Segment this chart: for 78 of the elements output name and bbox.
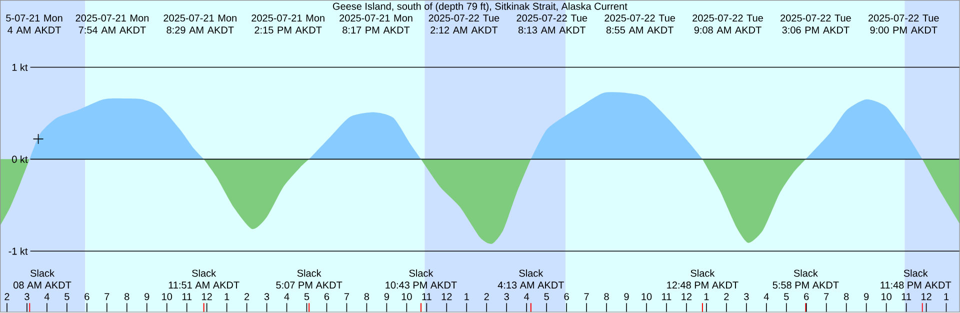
x-tick-label: 10 [882,293,892,300]
annotation: 2025-07-21 Mon 8:17 PM AKDT [340,14,412,34]
x-tick-label: 12 [442,293,452,300]
x-tick-label: 8 [604,293,609,300]
y-tick-label: 1 kt [12,64,28,72]
annotation: Slack [904,270,928,277]
x-tick-label: 7 [104,293,110,300]
annotation: 4:13 AM AKDT [498,282,564,289]
x-tick-label: 6 [324,293,330,300]
annotation: Slack [409,270,434,277]
x-tick-label: 12 [682,293,692,300]
annotation: 08 AM AKDT [14,282,72,289]
x-tick-label: 9 [624,293,629,300]
annotation: 2025-07-21 Mon 7:54 AM AKDT [76,14,149,34]
x-tick-label: 3 [24,293,30,300]
annotation: Slack [297,270,322,277]
x-tick-label: 10 [402,293,412,300]
x-tick-label: 7 [584,293,589,300]
x-tick-label: 6 [84,293,90,300]
annotation: 12:48 PM AKDT [667,282,738,289]
annotation: 2025-07-22 Tue 9:00 PM AKDT [868,14,939,34]
x-tick-label: 4 [284,293,290,300]
annotation: 2025-07-21 Mon 2:15 PM AKDT [252,14,324,34]
x-tick-label: 11 [662,293,672,300]
x-tick-label: 10 [162,293,172,300]
x-tick-label: 8 [364,293,370,300]
x-tick-label: 3 [264,293,270,300]
annotation: 11:48 PM AKDT [880,282,952,289]
x-tick-label: 6 [564,293,569,300]
annotation: 2025-07-22 Tue 2:12 AM AKDT [428,14,500,34]
x-tick-label: 8 [124,293,130,300]
x-tick-label: 5 [304,293,310,300]
x-tick-label: 2 [244,293,250,300]
x-tick-label: 1 [464,293,469,300]
annotation: 10:43 PM AKDT [386,282,457,289]
annotation: Slack [519,270,544,277]
x-tick-label: 4 [44,293,50,300]
annotation: Slack [794,270,818,277]
x-tick-label: 2 [484,293,489,300]
annotation: 5:58 PM AKDT [772,282,839,289]
x-tick-label: 11 [902,293,912,300]
x-tick-label: 1 [704,293,709,300]
x-tick-label: 6 [804,293,809,300]
y-tick-label: -1 kt [8,248,28,255]
x-tick-label: 9 [384,293,390,300]
chart-title: Geese Island, south of (depth 79 ft), Sitkinak Strait, Alaska Current [332,2,628,12]
x-tick-label: 1 [224,293,230,300]
x-tick-label: 5 [64,293,70,300]
annotation: 2025-07-22 Tue 9:08 AM AKDT [692,14,763,34]
annotation: Slack [690,270,715,277]
x-tick-label: 9 [864,293,869,300]
x-tick-label: 3 [744,293,749,300]
x-tick-label: 7 [344,293,350,300]
annotation: Slack [30,270,55,277]
x-tick-label: 5 [544,293,549,300]
x-tick-label: 11 [422,293,432,300]
x-tick-label: 11 [182,293,192,300]
x-tick-label: 7 [824,293,829,300]
x-tick-label: 4 [524,293,530,300]
x-tick-label: 4 [764,293,769,300]
annotation: 2025-07-22 Tue 3:06 PM AKDT [780,14,851,34]
x-tick-label: 8 [844,293,849,300]
x-tick-label: 10 [642,293,652,300]
x-tick-label: 3 [504,293,509,300]
x-tick-label: 2 [4,293,10,300]
x-tick-label: 1 [944,293,949,300]
annotation: 11:51 AM AKDT [168,282,240,289]
annotation: 2025-07-22 Tue 8:13 AM AKDT [516,14,588,34]
annotation: 5-07-21 Mon 4 AM AKDT [6,14,62,34]
annotation: Slack [192,270,216,277]
x-tick-label: 12 [922,293,932,300]
x-tick-label: 2 [724,293,729,300]
x-tick-label: 9 [144,293,150,300]
annotation: 5:07 PM AKDT [276,282,342,289]
x-tick-label: 5 [784,293,789,300]
annotation: 2025-07-21 Mon 8:29 AM AKDT [164,14,236,34]
x-tick-label: 12 [202,293,212,300]
annotation: 2025-07-22 Tue 8:55 AM AKDT [604,14,676,34]
